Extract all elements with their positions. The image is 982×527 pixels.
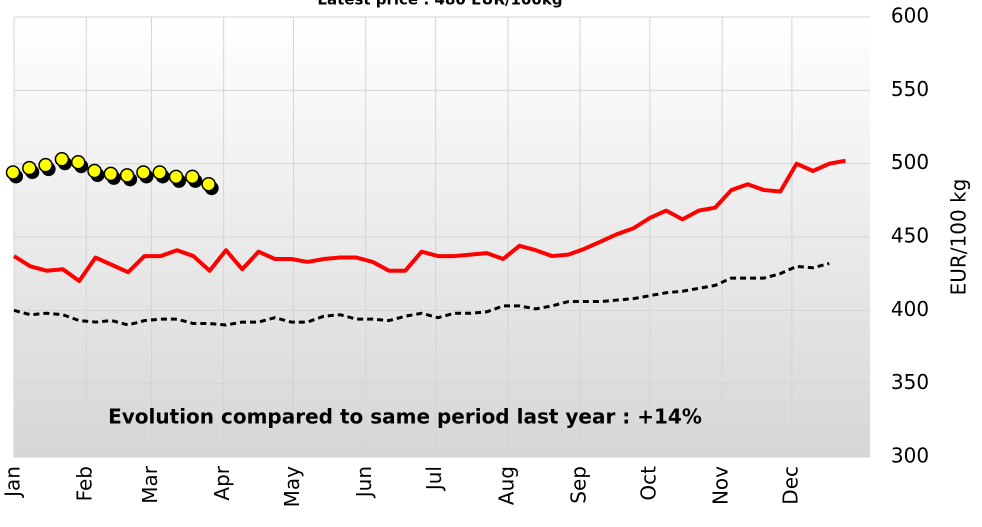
- x-tick-label: Jun: [352, 466, 376, 499]
- y-tick-label: 450: [891, 224, 929, 248]
- x-tick-label: Jan: [1, 466, 25, 499]
- y-tick-label: 500: [891, 150, 929, 174]
- x-tick-label: Dec: [778, 466, 802, 505]
- series-line: [12, 158, 846, 283]
- marker: [70, 154, 86, 170]
- marker: [168, 169, 184, 185]
- y-axis-label: EUR/100 kg: [947, 179, 971, 296]
- y-tick-label: 400: [891, 297, 929, 321]
- marker: [5, 165, 21, 180]
- y-tick-label: 550: [891, 77, 929, 101]
- marker: [22, 160, 37, 176]
- x-tick-label: Nov: [709, 466, 733, 505]
- marker: [119, 168, 135, 183]
- grid: [13, 16, 870, 458]
- y-tick-label: 350: [891, 370, 929, 394]
- x-tick-label: Feb: [73, 466, 97, 501]
- x-tick-label: Sep: [566, 466, 590, 504]
- series-line: [13, 261, 830, 327]
- marker: [54, 152, 70, 167]
- x-tick-label: Oct: [636, 466, 660, 501]
- x-tick-label: Aug: [494, 466, 518, 505]
- x-tick-label: Mar: [138, 465, 162, 504]
- x-tick-label: Apr: [210, 465, 234, 500]
- marker: [152, 165, 167, 180]
- marker: [87, 163, 102, 179]
- x-tick-label: May: [280, 466, 304, 508]
- marker: [103, 166, 119, 182]
- y-tick-label: 600: [891, 4, 929, 28]
- y-tick-label: 300: [891, 444, 929, 468]
- marker: [38, 157, 53, 173]
- marker: [185, 169, 200, 185]
- marker: [201, 176, 216, 192]
- marker: [136, 165, 151, 180]
- marks: [5, 152, 846, 327]
- annotation: Evolution compared to same period last y…: [108, 405, 702, 429]
- x-tick-label: Jul: [422, 466, 446, 492]
